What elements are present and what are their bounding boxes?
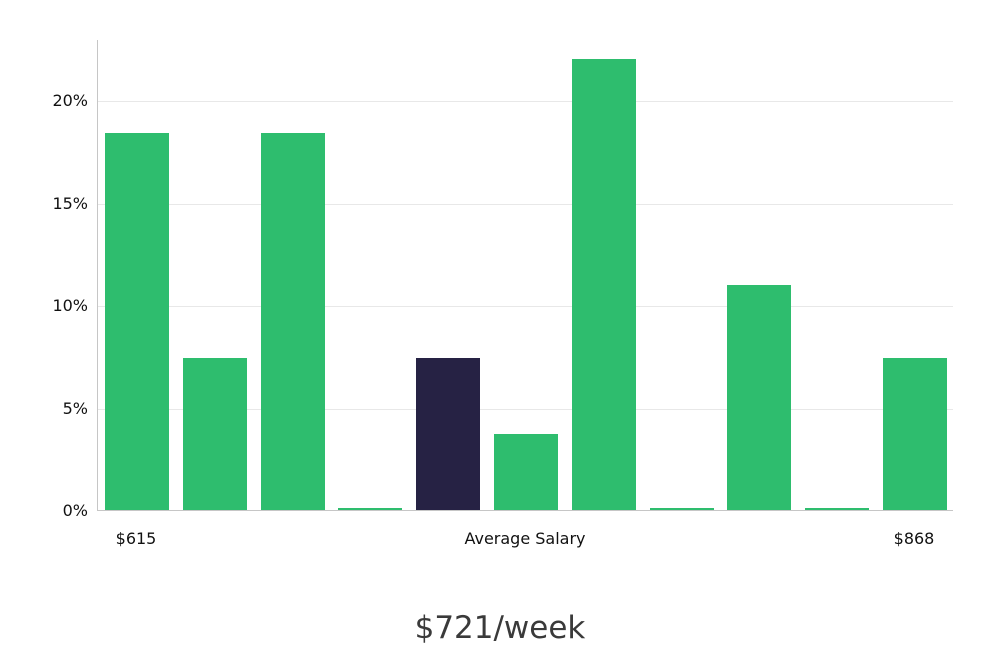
y-axis-tick-label: 5%: [62, 399, 88, 418]
bar: [338, 508, 402, 510]
bar: [572, 59, 636, 510]
bar: [883, 358, 947, 510]
x-axis-label: Average Salary: [464, 529, 586, 548]
bar: [727, 285, 791, 510]
bar: [805, 508, 869, 510]
y-axis-tick-label: 0%: [62, 501, 88, 520]
bar: [650, 508, 714, 510]
bar: [494, 434, 558, 510]
bar: [183, 358, 247, 510]
gridline: [98, 101, 953, 102]
gridline: [98, 204, 953, 205]
bar-average-salary: [416, 358, 480, 510]
gridline: [98, 306, 953, 307]
bar: [105, 133, 169, 510]
weekly-salary-title: $721/week: [414, 610, 586, 646]
x-axis-label: $868: [893, 529, 935, 548]
x-axis-label: $615: [115, 529, 157, 548]
gridline: [98, 409, 953, 410]
y-axis-tick-label: 15%: [52, 194, 88, 213]
bar: [261, 133, 325, 510]
y-axis-tick-label: 20%: [52, 91, 88, 110]
plot-area: [97, 40, 953, 511]
y-axis-tick-label: 10%: [52, 296, 88, 315]
